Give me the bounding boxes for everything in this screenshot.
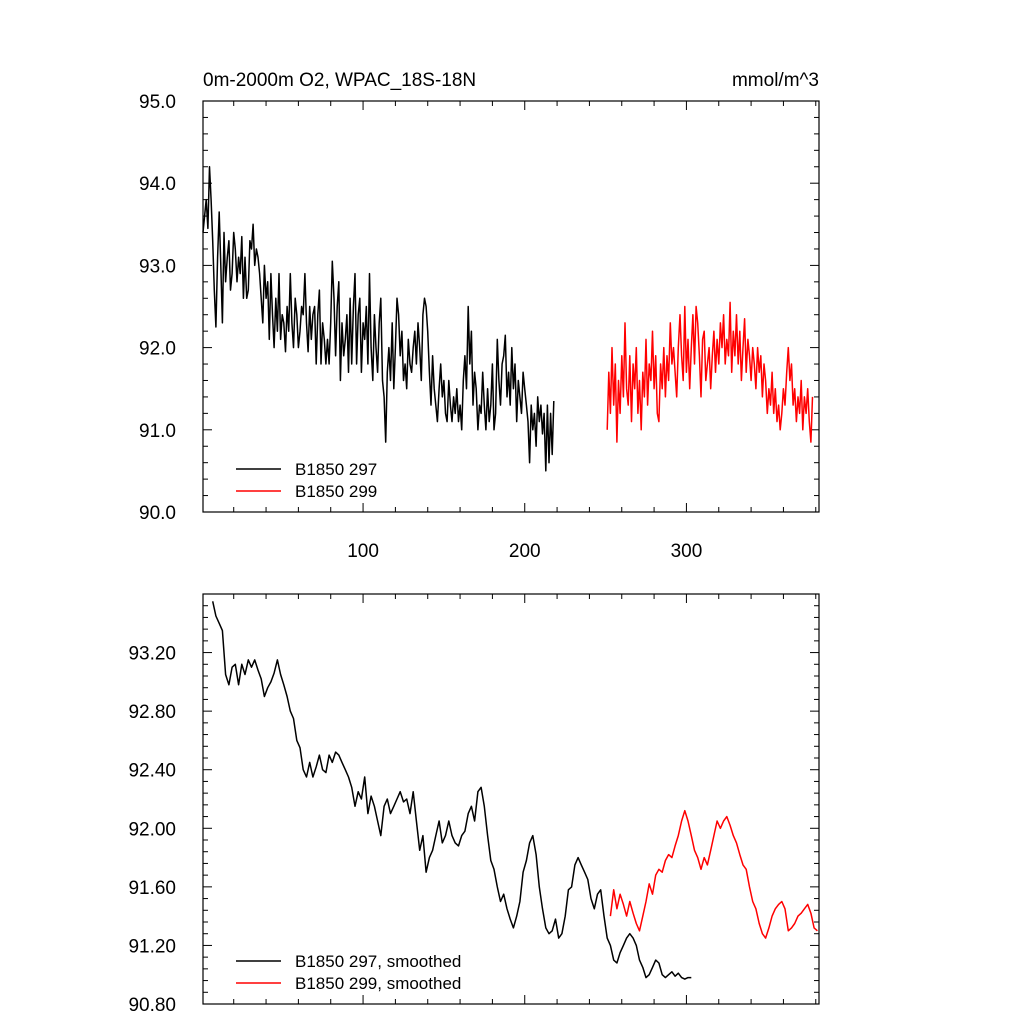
- y-tick-label: 92.0: [139, 339, 176, 360]
- series-line-b1850-299-smoothed: [609, 809, 818, 939]
- top-panel-legend: B1850 297 B1850 299: [236, 460, 377, 501]
- y-tick-label: 91.0: [139, 421, 176, 442]
- series-line-b1850-297: [202, 166, 555, 472]
- legend-label-b1850-299-smoothed: B1850 299, smoothed: [295, 974, 461, 993]
- series-line-b1850-299: [606, 301, 814, 443]
- top-panel: 0m-2000m O2, WPAC_18S-18N mmol/m^3 100 20…: [139, 70, 820, 562]
- top-panel-frame: [202, 100, 820, 513]
- top-panel-units: mmol/m^3: [732, 70, 819, 91]
- legend-label-b1850-297: B1850 297: [295, 460, 377, 479]
- y-tick-label: 91.20: [128, 936, 176, 957]
- legend-label-b1850-299: B1850 299: [295, 482, 377, 501]
- y-tick-label: 94.0: [139, 174, 176, 195]
- y-tick-label: 91.60: [128, 878, 176, 899]
- bottom-panel: 90.80 91.20 91.60 92.00 92.40 92.80 93.20 B185…: [128, 593, 820, 1016]
- bottom-panel-series: [211, 601, 818, 980]
- y-tick-label: 90.80: [128, 995, 176, 1016]
- bottom-panel-legend: B1850 297, smoothed B1850 299, smoothed: [236, 952, 461, 993]
- bottom-panel-frame: [202, 593, 820, 1005]
- bottom-panel-ticks: 90.80 91.20 91.60 92.00 92.40 92.80 93.20: [128, 593, 819, 1016]
- y-tick-label: 93.0: [139, 256, 176, 277]
- y-tick-label: 93.20: [128, 644, 176, 665]
- x-tick-label: 200: [509, 541, 541, 562]
- x-tick-label: 100: [347, 541, 379, 562]
- x-tick-label: 300: [671, 541, 703, 562]
- y-tick-label: 95.0: [139, 92, 176, 113]
- top-panel-title: 0m-2000m O2, WPAC_18S-18N: [203, 70, 476, 91]
- y-tick-label: 92.80: [128, 702, 176, 723]
- series-line-b1850-297-smoothed: [211, 601, 692, 980]
- y-tick-label: 92.00: [128, 819, 176, 840]
- y-tick-label: 90.0: [139, 503, 176, 524]
- y-tick-label: 92.40: [128, 761, 176, 782]
- top-panel-ticks: 100 200 300 90.0 91.0 92.0 93.0 94.0 95.0: [139, 92, 819, 562]
- top-panel-series: [202, 166, 814, 472]
- legend-label-b1850-297-smoothed: B1850 297, smoothed: [295, 952, 461, 971]
